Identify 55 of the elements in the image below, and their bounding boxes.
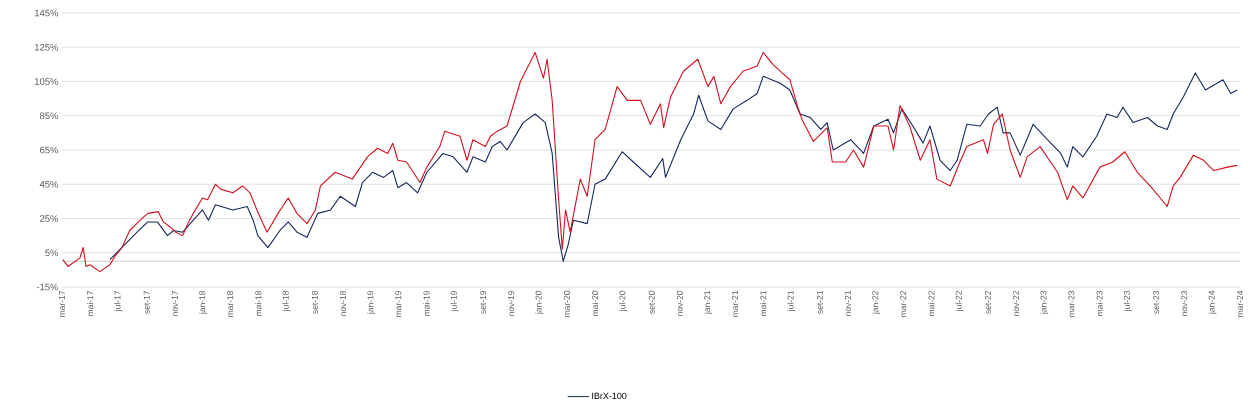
y-tick-label: 145%	[34, 9, 59, 17]
x-tick-label: mar-20	[563, 290, 570, 317]
x-tick-label: mai-20	[591, 290, 599, 316]
x-tick-label: jan-19	[367, 290, 376, 315]
x-tick-label: mar-21	[732, 290, 739, 317]
x-tick-label: nov-20	[676, 290, 683, 316]
x-tick-label: jul-22	[955, 290, 964, 312]
x-tick-label: jan-23	[1040, 290, 1049, 315]
x-tick-label: mai-23	[1096, 290, 1103, 316]
y-tick-label: -15%	[36, 283, 59, 291]
x-tick-label: jul-21	[787, 290, 796, 312]
x-tick-label: nov-22	[1013, 290, 1020, 316]
x-tick-label: jul-20	[619, 290, 628, 312]
x-tick-label: mar-17	[59, 290, 65, 317]
x-tick-label: set-18	[311, 290, 318, 314]
y-tick-label: 65%	[40, 146, 59, 154]
x-tick-label: jan-18	[199, 290, 207, 315]
x-tick-label: mar-19	[395, 290, 402, 317]
x-tick-label: set-17	[143, 290, 150, 314]
x-tick-label: mar-23	[1068, 290, 1075, 317]
x-tick-label: mar-22	[900, 290, 907, 317]
x-tick-label: mai-18	[255, 290, 262, 316]
x-tick-label: set-21	[816, 290, 823, 314]
x-tick-label: mai-22	[928, 290, 935, 316]
legend-label: IBrX-100	[592, 392, 627, 400]
y-tick-label: 105%	[34, 78, 59, 85]
x-tick-label: set-22	[985, 290, 991, 314]
x-tick-label: mai-19	[423, 290, 430, 316]
x-tick-label: mai-17	[86, 290, 94, 316]
x-tick-label: set-20	[648, 290, 655, 314]
y-tick-label: 45%	[39, 180, 59, 188]
x-tick-label: set-19	[480, 290, 487, 314]
x-tick-label: jan-20	[535, 290, 544, 315]
x-tick-label: nov-17	[171, 290, 178, 316]
x-tick-label: nov-23	[1181, 290, 1188, 316]
x-tick-label: jan-22	[872, 290, 880, 315]
x-tick-label: jul-17	[114, 290, 123, 312]
x-tick-label: nov-21	[844, 290, 851, 316]
x-tick-label: mar-18	[227, 290, 234, 317]
x-tick-label: mai-21	[760, 290, 767, 316]
y-tick-label: 25%	[40, 215, 59, 222]
x-tick-label: mar-24	[1237, 290, 1243, 317]
x-tick-label: jul-23	[1123, 290, 1132, 312]
line-series	[62, 51, 1238, 273]
x-tick-label: jan-24	[1208, 290, 1217, 315]
x-tick-label: nov-19	[508, 290, 515, 316]
y-tick-label: 5%	[45, 249, 59, 257]
x-tick-label: jan-21	[703, 290, 712, 315]
x-tick-label: jul-18	[282, 290, 291, 312]
x-tick-label: jul-19	[450, 290, 459, 312]
y-tick-label: 125%	[34, 43, 59, 51]
line-series	[109, 72, 1238, 262]
x-tick-label: set-23	[1153, 290, 1160, 314]
x-tick-label: nov-18	[340, 290, 347, 316]
y-tick-label: 85%	[39, 112, 59, 120]
